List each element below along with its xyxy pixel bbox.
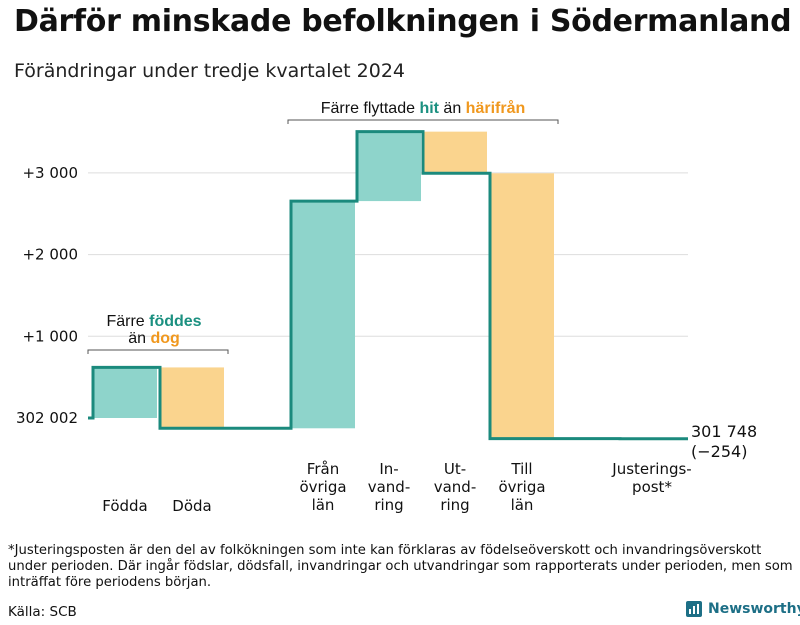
annotation-births-deaths: Färre föddes — [106, 313, 201, 330]
chart-title: Därför minskade befolkningen i Södermanl… — [14, 4, 792, 39]
category-label: övriga — [498, 478, 545, 496]
category-label: In- — [379, 460, 398, 478]
end-value-label: 301 748 — [691, 422, 757, 441]
category-label: Justerings- — [611, 460, 691, 478]
category-label: övriga — [299, 478, 346, 496]
bar — [357, 131, 421, 202]
y-tick-label: +1 000 — [22, 327, 78, 345]
running-total-line — [88, 130, 688, 441]
category-label: post* — [632, 478, 672, 496]
annotation-span: än — [128, 330, 150, 347]
source-label: Källa: SCB — [8, 604, 77, 620]
annotation-bracket — [87, 349, 229, 354]
annotation-span: föddes — [149, 313, 202, 330]
annotation-births-deaths: än dog — [128, 330, 180, 347]
category-label: Döda — [172, 497, 211, 515]
annotation-bracket — [287, 119, 559, 124]
newsworthy-icon — [686, 601, 702, 617]
footnote: *Justeringsposten är den del av folkökni… — [8, 543, 793, 590]
category-label: vand- — [434, 478, 477, 496]
y-tick-label: 302 002 — [16, 409, 78, 427]
category-label: län — [511, 496, 534, 514]
category-label: vand- — [368, 478, 411, 496]
annotation-span: härifrån — [466, 99, 526, 117]
category-label: län — [312, 496, 335, 514]
y-tick-label: +2 000 — [22, 246, 78, 264]
end-change-label: (−254) — [691, 442, 747, 461]
annotation-span: dog — [150, 330, 179, 347]
category-label: Ut- — [444, 460, 466, 478]
bar — [160, 367, 224, 429]
bar — [291, 201, 355, 429]
chart-subtitle: Förändringar under tredje kvartalet 2024 — [14, 60, 406, 82]
brand-logo: Newsworthy — [686, 601, 800, 617]
waterfall-chart: 302 002 +1 000 +2 000 +3 000 301 748(−254) Fö… — [16, 99, 757, 515]
y-tick-label: +3 000 — [22, 164, 78, 182]
category-label: Till — [510, 460, 532, 478]
category-label: ring — [440, 496, 469, 514]
category-label: Från — [307, 460, 339, 478]
annotation-span: än — [439, 100, 466, 117]
bar — [93, 367, 157, 418]
bar — [423, 131, 487, 174]
annotation-span: Färre flyttade — [321, 100, 420, 117]
annotation-migration: Färre flyttade hit än härifrån — [321, 99, 526, 117]
bar — [490, 173, 554, 439]
annotation-span: Färre — [106, 313, 149, 330]
category-label: ring — [374, 496, 403, 514]
brand-name: Newsworthy — [708, 601, 800, 617]
annotation-span: hit — [419, 100, 439, 117]
category-label: Födda — [102, 497, 148, 515]
